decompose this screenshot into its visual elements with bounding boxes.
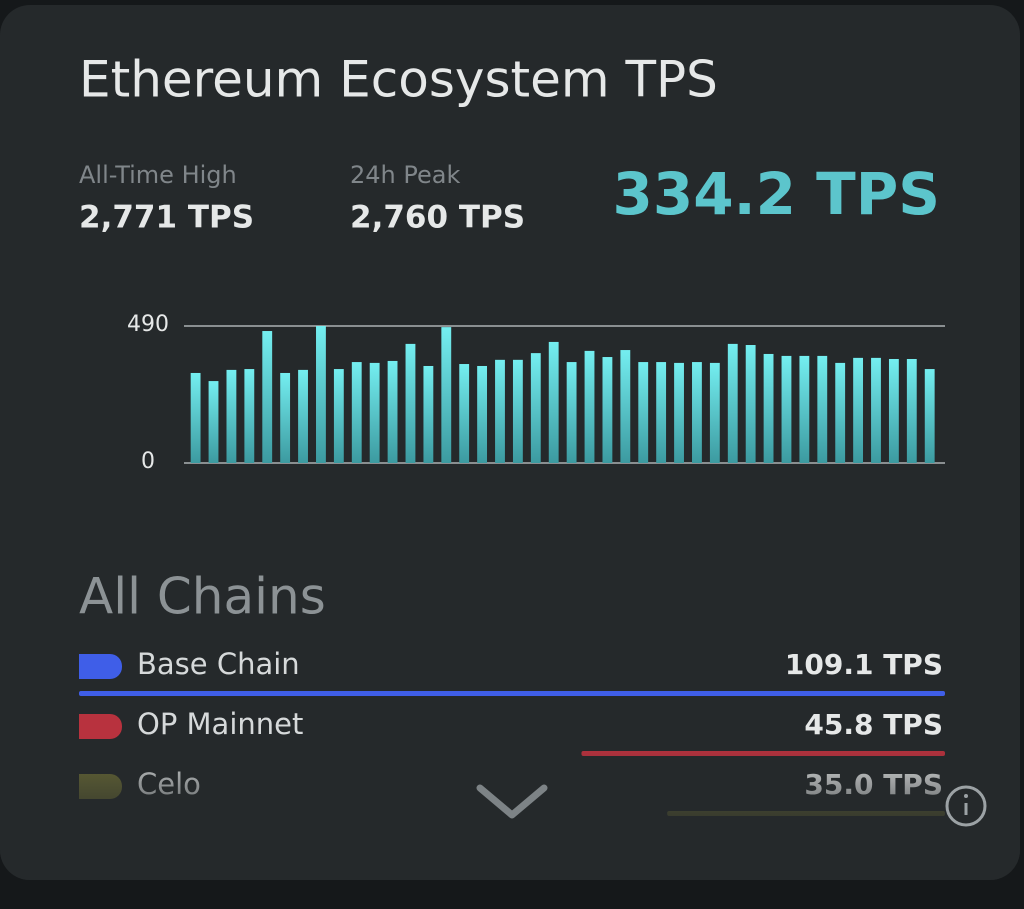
bar [298, 369, 308, 463]
bar [423, 365, 434, 463]
bar [674, 362, 684, 463]
bar [512, 359, 523, 463]
stat-value: 2,771 TPS [79, 200, 254, 236]
bar [262, 331, 273, 463]
bar [584, 350, 595, 463]
bar [548, 341, 559, 463]
bar [906, 358, 917, 463]
bar [924, 369, 935, 463]
chain-value: 109.1 TPS [785, 648, 943, 681]
bar [817, 355, 828, 463]
bar [387, 360, 398, 463]
bar [656, 362, 667, 463]
bar [459, 364, 470, 463]
stat-value: 2,760 TPS [350, 200, 525, 236]
bar [745, 345, 756, 463]
chain-color-chip-edge [79, 654, 93, 679]
fade-overlay [0, 745, 1020, 845]
bar [835, 362, 846, 463]
chain-color-chip-edge [79, 714, 93, 739]
bar [620, 350, 631, 463]
title: Ethereum Ecosystem TPS [79, 51, 718, 109]
bar [244, 369, 255, 463]
bar [871, 357, 881, 463]
bar [208, 381, 219, 463]
stat-label: All-Time High [79, 161, 237, 189]
chart: 0 490 [127, 312, 945, 474]
bar [190, 372, 201, 463]
bar [709, 362, 720, 463]
bar [351, 362, 362, 463]
bar [566, 362, 577, 463]
bar [441, 327, 452, 463]
chain-name: Base Chain [137, 647, 300, 681]
current-tps: 334.2 TPS [613, 160, 941, 228]
y-tick-label: 0 [141, 449, 155, 474]
bar [888, 358, 899, 463]
bar [530, 353, 541, 463]
bar [638, 362, 649, 463]
bar [333, 369, 344, 463]
bar [763, 353, 774, 463]
chain-name: OP Mainnet [137, 707, 303, 741]
bar [727, 343, 738, 463]
chain-bar [79, 691, 945, 696]
expand-chevron[interactable] [476, 784, 548, 819]
info-button[interactable] [945, 785, 987, 827]
bar [602, 357, 613, 463]
stat-label: 24h Peak [350, 161, 460, 189]
bar [280, 372, 291, 463]
bar [495, 359, 505, 463]
bar [692, 362, 702, 463]
section-title: All Chains [79, 568, 326, 626]
y-tick-label: 490 [127, 312, 169, 337]
card [0, 5, 1020, 880]
bar [477, 365, 488, 463]
bar [226, 369, 237, 463]
fade-bottom [0, 840, 1020, 880]
chain-value: 45.8 TPS [804, 708, 943, 741]
bar [316, 326, 326, 463]
bar [853, 357, 864, 463]
bar [405, 343, 416, 463]
bar [369, 362, 380, 463]
bar [781, 355, 792, 463]
bar [799, 355, 810, 463]
